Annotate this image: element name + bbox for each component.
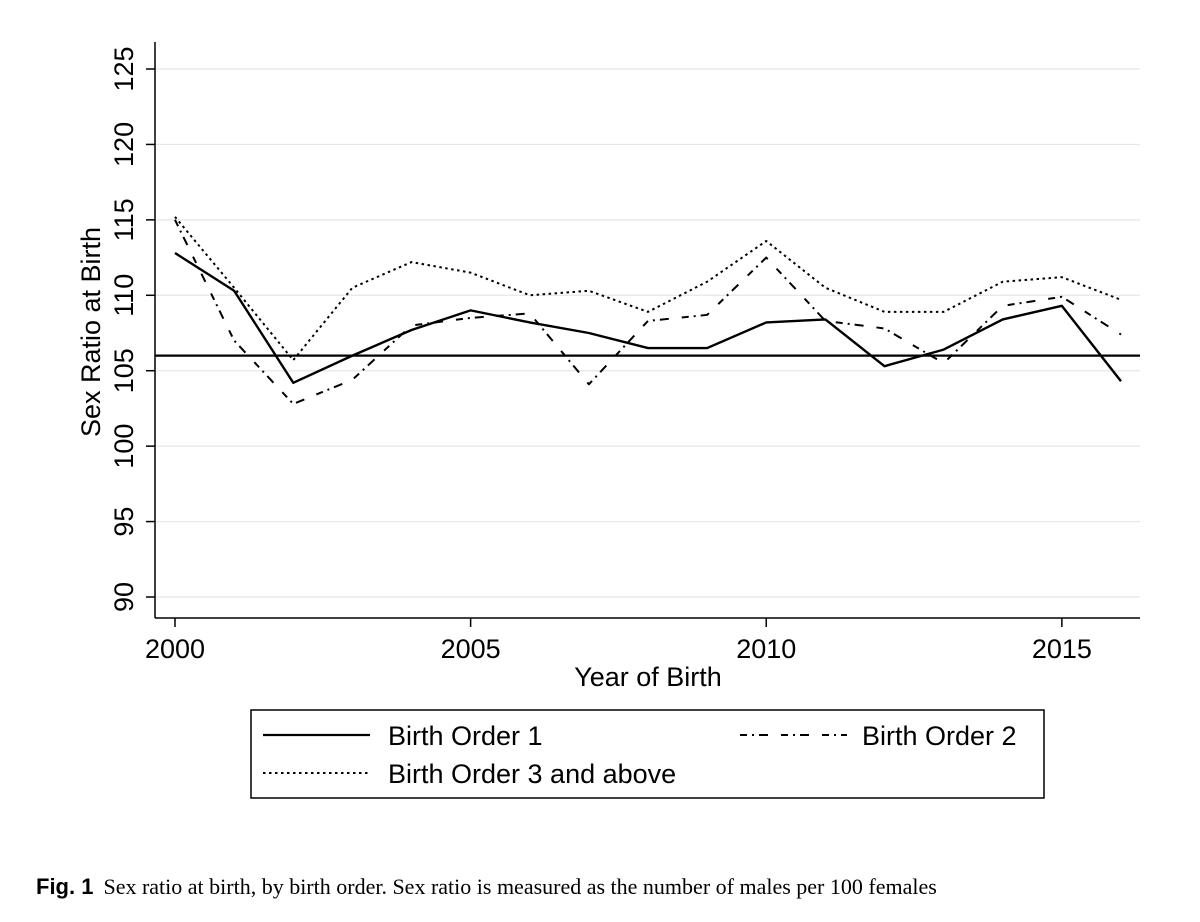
caption-label: Fig. 1	[36, 874, 94, 899]
y-tick-label: 95	[109, 507, 139, 537]
y-axis-label: Sex Ratio at Birth	[76, 227, 106, 437]
legend-label-birth-order-2: Birth Order 2	[862, 721, 1017, 751]
x-tick-label: 2015	[1032, 634, 1092, 664]
series-line-birth-order-2	[174, 219, 1122, 405]
legend-frame	[250, 709, 1045, 799]
legend-label-birth-order-3: Birth Order 3 and above	[388, 759, 676, 789]
caption-text: Sex ratio at birth, by birth order. Sex …	[103, 874, 937, 899]
series-line-birth-order-1	[174, 252, 1122, 384]
y-tick-label: 100	[109, 424, 139, 469]
x-tick-label: 2010	[736, 634, 796, 664]
series-layer	[174, 216, 1122, 405]
legend: Birth Order 1 Birth Order 2 Birth Order …	[250, 709, 1045, 799]
y-tick-label: 125	[109, 46, 139, 91]
y-tick-label: 105	[109, 348, 139, 393]
legend-label-birth-order-1: Birth Order 1	[388, 721, 543, 751]
y-tick-label: 115	[109, 198, 139, 241]
series-line-birth-order-3	[174, 216, 1122, 362]
y-tick-label: 90	[109, 582, 139, 612]
y-tick-label: 120	[109, 122, 139, 167]
line-chart: 90 95 100 105 110 115 120 125 2000 2005 2010 2015 Y…	[76, 22, 1140, 799]
figure-caption: Fig. 1 Sex ratio at birth, by birth order…	[36, 874, 1176, 900]
axes: 90 95 100 105 110 115 120 125 2000 2005 2010 2015	[109, 42, 1140, 664]
x-axis-label: Year of Birth	[574, 662, 722, 692]
x-tick-label: 2005	[441, 634, 501, 664]
y-tick-label: 110	[109, 274, 139, 317]
x-tick-label: 2000	[145, 634, 205, 664]
plot-area	[155, 22, 1140, 618]
